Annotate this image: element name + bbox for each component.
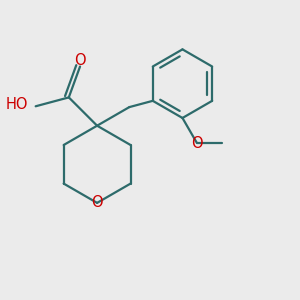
- Text: O: O: [74, 53, 86, 68]
- Text: HO: HO: [5, 97, 28, 112]
- Text: O: O: [91, 195, 103, 210]
- Text: O: O: [191, 136, 202, 151]
